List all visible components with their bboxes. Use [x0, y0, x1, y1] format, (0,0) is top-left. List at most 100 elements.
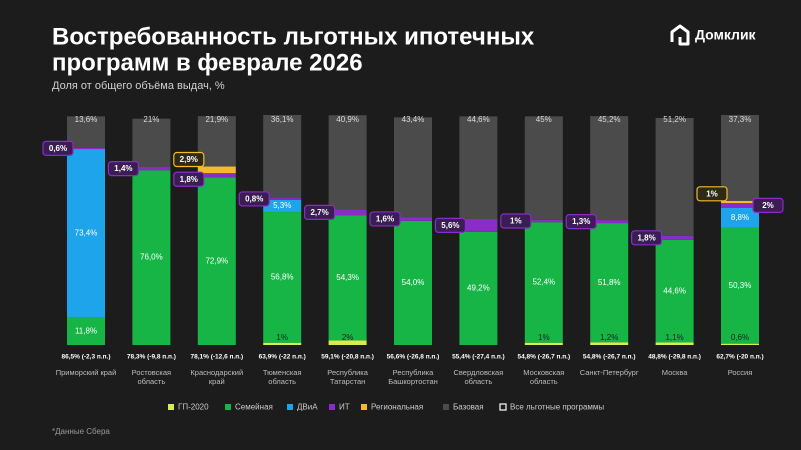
value-label: 76,0%	[140, 253, 163, 262]
bar-segment	[394, 117, 432, 218]
bar-segment	[394, 217, 432, 221]
value-label: 8,8%	[731, 213, 749, 222]
bar-segment	[459, 116, 498, 219]
value-label: 0,6%	[731, 333, 749, 342]
bar-segment	[328, 115, 367, 210]
bar-segment	[67, 317, 105, 345]
legend-swatch	[225, 404, 231, 410]
value-label: 45%	[536, 115, 552, 124]
bar-segment	[328, 215, 367, 341]
total-label: 48,8% (-29,8 п.п.)	[648, 354, 701, 361]
value-label: 0,8%	[245, 195, 263, 204]
value-label: 1,8%	[637, 233, 655, 242]
legend-swatch	[168, 404, 174, 410]
value-label: 21,9%	[205, 115, 228, 124]
value-label: 51,8%	[598, 278, 621, 287]
bar-segment	[263, 342, 302, 345]
value-label: 45,2%	[598, 115, 621, 124]
value-label: 73,4%	[75, 229, 98, 238]
value-label: 56,8%	[271, 272, 294, 281]
x-tick-label: Санкт-Петербург	[579, 368, 639, 377]
legend-label: Региональная	[371, 403, 423, 412]
bar-segment	[590, 342, 629, 345]
bar-segment	[524, 342, 563, 345]
bar-segment	[197, 166, 236, 174]
bar-segment	[590, 220, 629, 224]
value-label: 21%	[143, 115, 159, 124]
value-label: 2,9%	[180, 155, 198, 164]
value-label: 2%	[762, 201, 774, 210]
value-label: 5,3%	[273, 201, 291, 210]
bar-segment	[67, 149, 105, 318]
value-label: 1%	[706, 189, 718, 198]
x-tick-label: Московская область	[523, 368, 565, 386]
value-label: 1%	[510, 217, 522, 226]
value-label: 1,4%	[114, 164, 132, 173]
brand-name: Домклик	[695, 27, 757, 43]
callout-box	[173, 171, 205, 187]
callout-box	[173, 151, 205, 168]
x-tick-label: Москва	[661, 368, 688, 377]
bar-segment	[721, 115, 759, 201]
bar-segment	[459, 231, 498, 345]
callout-box	[696, 186, 728, 202]
value-label: 1%	[276, 333, 288, 342]
total-label: 56,6% (-26,8 п.п.)	[387, 354, 440, 361]
bar-segment	[721, 207, 759, 228]
total-label: 78,1% (-12,6 п.п.)	[190, 354, 243, 361]
footnote: *Данные Сбера	[52, 427, 110, 436]
legend-swatch	[287, 404, 293, 410]
value-label: 1,8%	[180, 175, 198, 184]
logo-icon	[670, 24, 690, 46]
bar-segment	[263, 212, 302, 343]
callout-box	[369, 211, 401, 227]
bar-segment	[590, 116, 629, 221]
value-label: 5,6%	[441, 221, 459, 230]
total-label: 55,4% (-27,4 п.п.)	[452, 354, 505, 361]
bar-segment	[721, 343, 759, 345]
legend-swatch	[361, 404, 367, 410]
value-label: 40,9%	[336, 115, 359, 124]
value-label: 13,6%	[75, 115, 98, 124]
bar-segment	[132, 170, 171, 345]
total-label: 59,1% (-20,8 п.п.)	[321, 354, 374, 361]
bar-segment	[655, 239, 694, 343]
value-label: 51,2%	[663, 115, 686, 124]
legend-label: ГП-2020	[178, 403, 209, 412]
value-label: 1,2%	[600, 333, 618, 342]
value-label: 50,3%	[729, 281, 752, 290]
value-label: 2%	[342, 333, 354, 342]
x-tick-label: Приморский край	[55, 368, 117, 377]
total-label: 54,8% (-26,7 п.п.)	[517, 354, 570, 361]
bar-segment	[67, 147, 105, 150]
bar-segment	[132, 118, 171, 167]
value-label: 72,9%	[205, 256, 228, 265]
bar-segment	[590, 223, 629, 343]
bar-segment	[394, 220, 432, 345]
bar-segment	[328, 340, 367, 345]
value-label: 11,8%	[75, 327, 97, 336]
callout-box	[42, 140, 74, 156]
x-tick-label: Тюменская область	[262, 368, 302, 386]
x-tick-label: Ростовская область	[131, 368, 172, 386]
x-tick-label: Республика Башкортостан	[388, 368, 438, 386]
bar-segment	[328, 209, 367, 216]
x-tick-label: Свердловская область	[453, 368, 504, 386]
legend-label: Все льготные программы	[510, 403, 604, 412]
bar-segment	[263, 115, 302, 199]
legend-label: ДВиА	[297, 403, 318, 412]
value-label: 49,2%	[467, 284, 490, 293]
bar-segment	[721, 203, 759, 208]
bar-segment	[263, 199, 302, 213]
bar-segment	[524, 116, 563, 220]
callout-box	[565, 214, 597, 230]
value-label: 0,6%	[49, 144, 67, 153]
value-label: 1%	[538, 333, 550, 342]
callout-box	[630, 230, 663, 246]
x-tick-label: Россия	[727, 368, 753, 377]
bar-segment	[655, 235, 694, 240]
bar-segment	[721, 227, 759, 344]
value-label: 54,0%	[402, 278, 425, 287]
